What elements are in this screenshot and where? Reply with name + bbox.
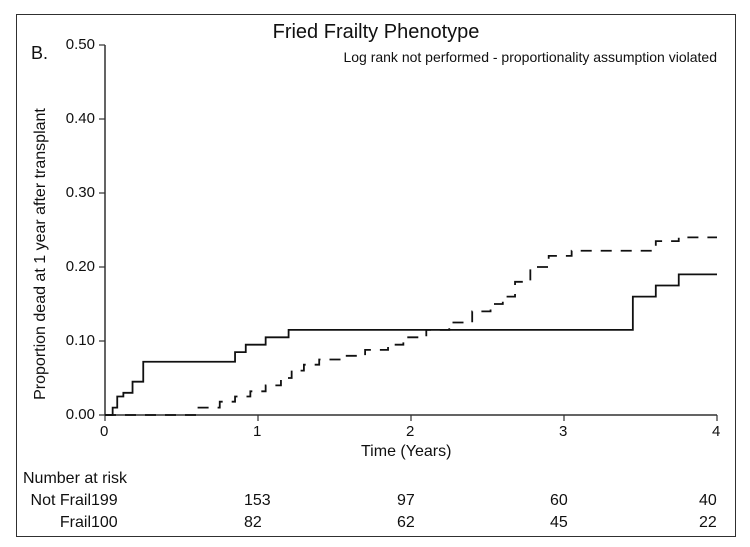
y-tick-label: 0.30: [66, 184, 95, 201]
y-tick-label: 0.00: [66, 406, 95, 423]
y-tick-label: 0.10: [66, 332, 95, 349]
x-tick-label: 0: [100, 423, 108, 440]
panel-border: Fried Frailty Phenotype B. Log rank not …: [16, 14, 736, 537]
risk-value: 40: [699, 492, 717, 510]
risk-value: 45: [550, 514, 568, 532]
risk-value: 97: [397, 492, 415, 510]
x-tick-label: 3: [559, 423, 567, 440]
y-tick-label: 0.40: [66, 110, 95, 127]
risk-row-label: Not Frail: [17, 492, 91, 510]
risk-value: 62: [397, 514, 415, 532]
x-tick-label: 1: [253, 423, 261, 440]
panel-label: B.: [31, 43, 48, 64]
risk-value: 153: [244, 492, 271, 510]
chart-title: Fried Frailty Phenotype: [17, 21, 735, 44]
risk-table-header: Number at risk: [23, 470, 127, 488]
x-tick-label: 2: [406, 423, 414, 440]
x-axis-label: Time (Years): [361, 443, 451, 461]
x-tick-label: 4: [712, 423, 720, 440]
risk-value: 82: [244, 514, 262, 532]
risk-value: 22: [699, 514, 717, 532]
risk-row-label: Frail: [17, 514, 91, 532]
y-tick-label: 0.20: [66, 258, 95, 275]
risk-value: 100: [91, 514, 118, 532]
figure-container: Fried Frailty Phenotype B. Log rank not …: [0, 0, 750, 547]
not-frail-line: [105, 274, 717, 415]
plot-area: [105, 45, 719, 417]
y-tick-label: 0.50: [66, 36, 95, 53]
frail-line: [105, 237, 717, 415]
risk-value: 199: [91, 492, 118, 510]
risk-value: 60: [550, 492, 568, 510]
y-axis-label: Proportion dead at 1 year after transpla…: [32, 108, 50, 400]
